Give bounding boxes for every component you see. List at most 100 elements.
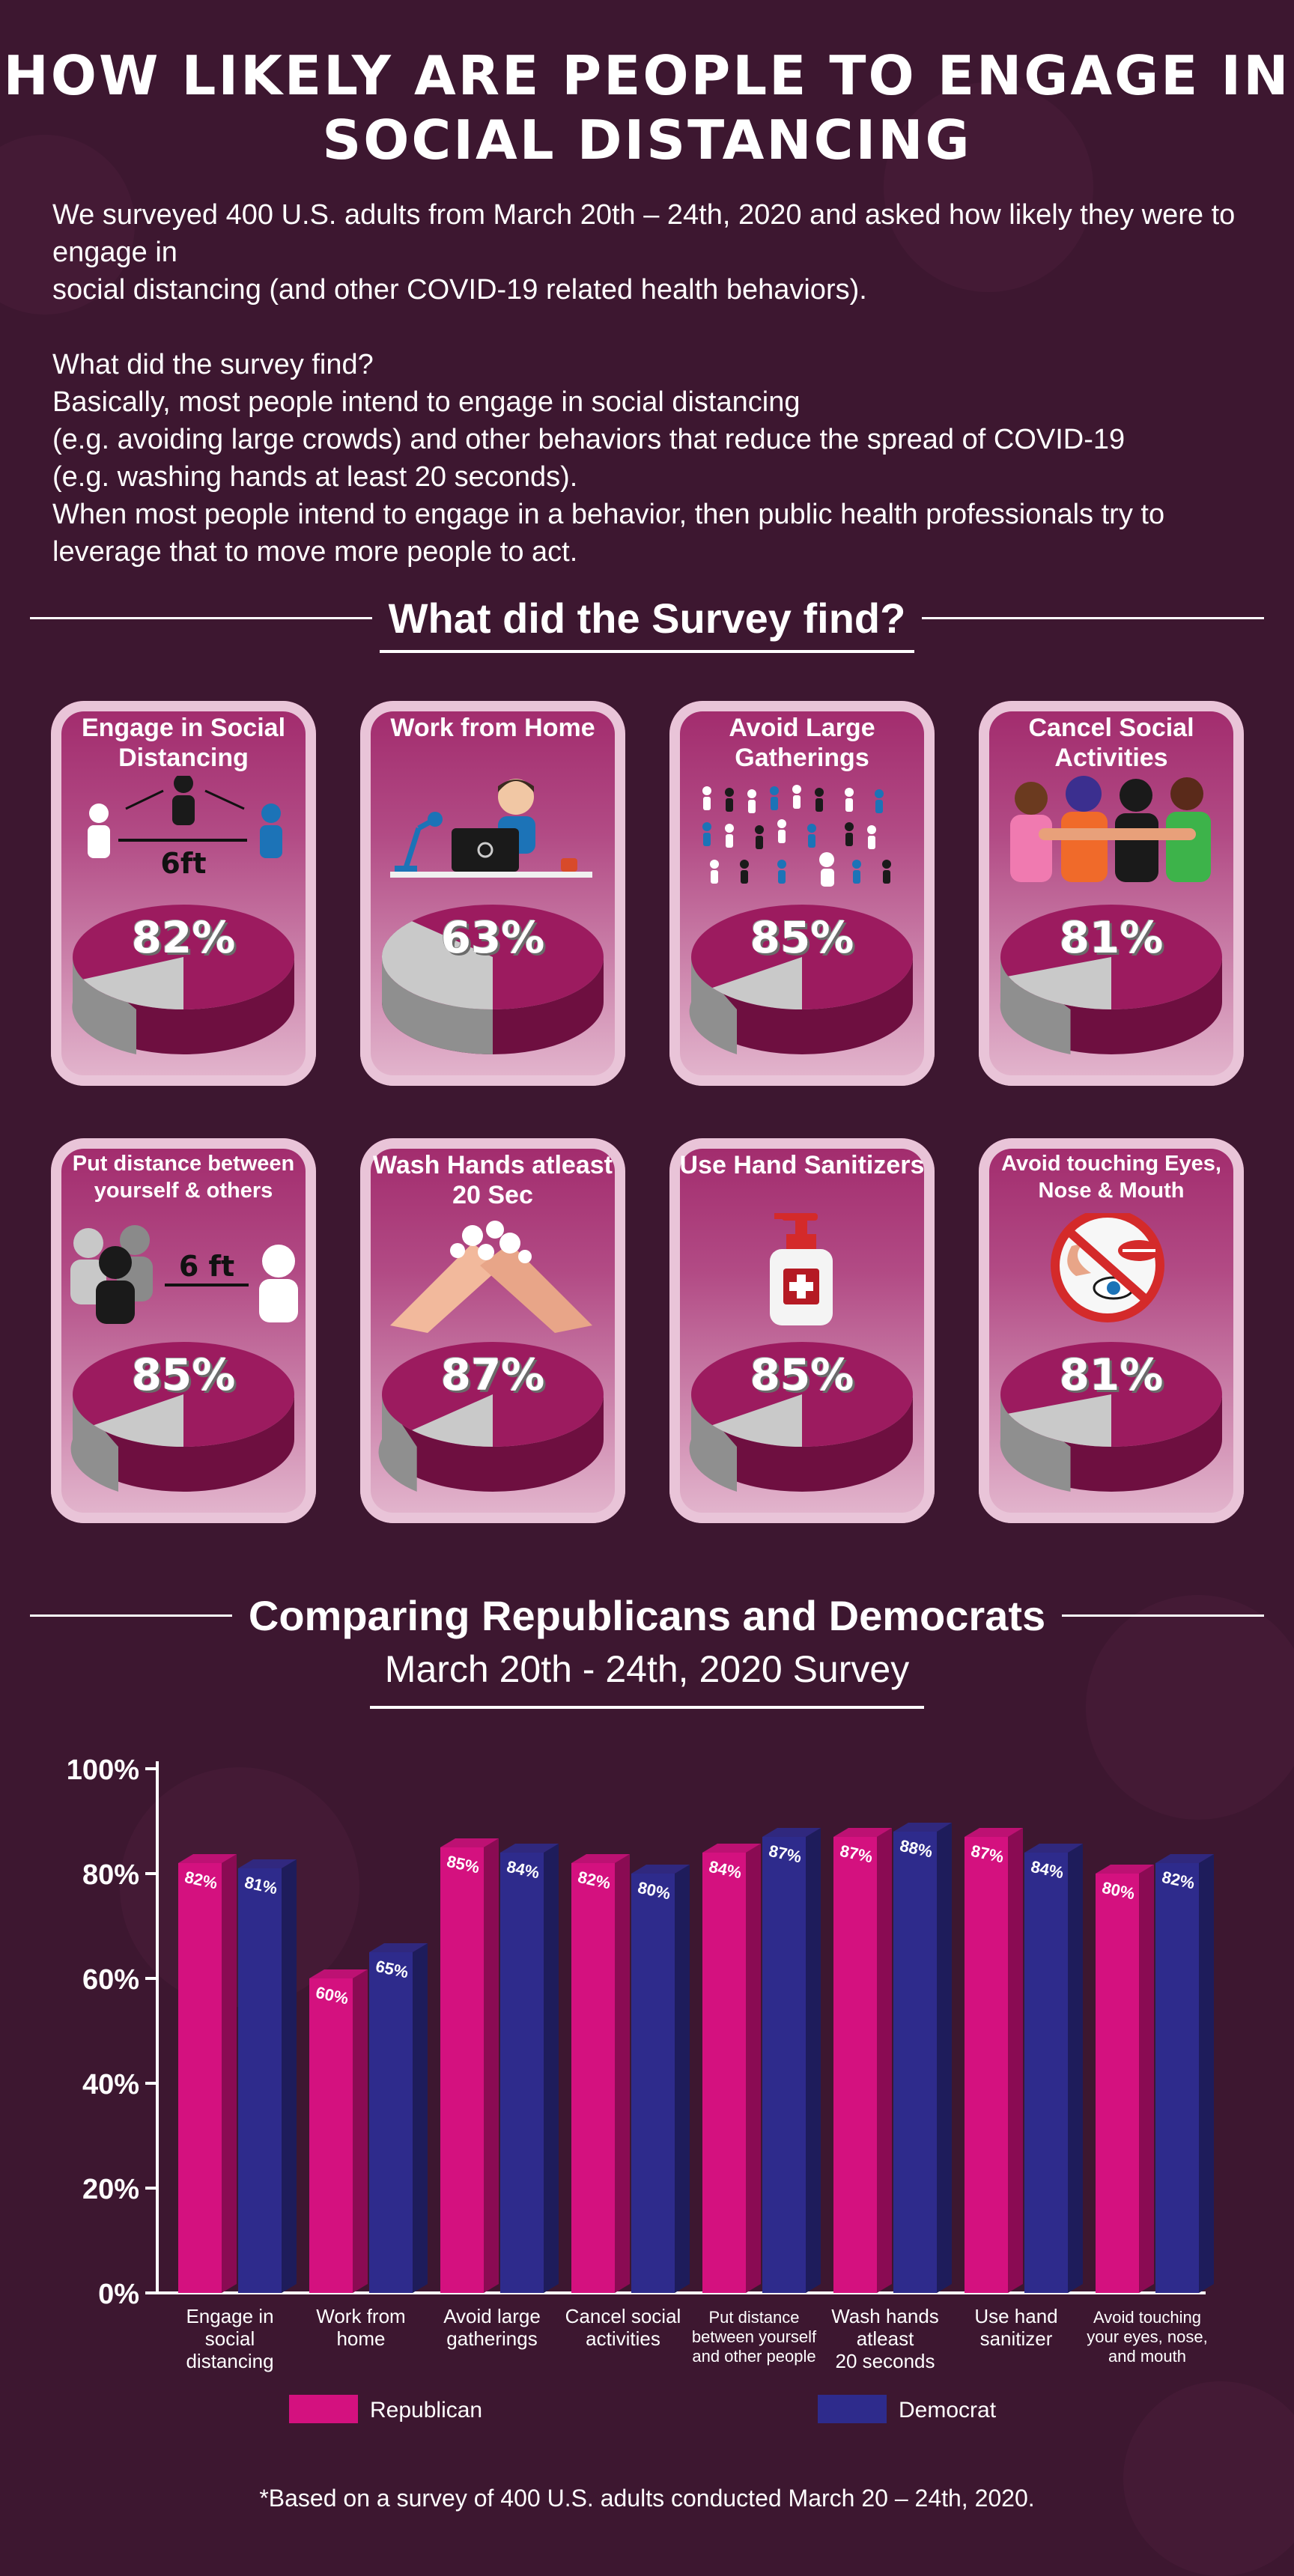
divider (370, 1706, 924, 1709)
percent-value: 81% (1059, 912, 1164, 963)
bar-front (571, 1863, 615, 2293)
section-heading-survey: What did the Survey find? (30, 584, 1264, 653)
bar-republican (178, 1854, 237, 2293)
card-label: Engage in Social Distancing (81, 714, 286, 772)
y-tick-label: 0% (98, 2279, 139, 2310)
chart-subtitle: March 20th - 24th, 2020 Survey (384, 1648, 910, 1690)
intro-line: (e.g. washing hands at least 20 seconds)… (52, 461, 578, 493)
y-tick-label: 80% (82, 1859, 139, 1891)
bar-democrat (631, 1865, 690, 2293)
bar-front (369, 1952, 413, 2293)
percent-value: 63% (440, 912, 545, 963)
bar-top (369, 1943, 428, 1952)
y-tick-label: 40% (82, 2069, 139, 2100)
percent-value: 87% (440, 1349, 545, 1400)
bar-side (282, 1859, 297, 2293)
intro-line: When most people intend to engage in a b… (52, 499, 1165, 568)
intro-line: What did the survey find? (52, 349, 374, 380)
pie-side-main (382, 1394, 604, 1492)
bar-top (440, 1838, 499, 1847)
pie-slice-rest (1008, 1394, 1111, 1447)
bar-side (484, 1838, 499, 2293)
card-label: Wash Hands atleast 20 Sec (373, 1151, 613, 1209)
section-heading-comparison: Comparing Republicans and Democrats (30, 1582, 1264, 1649)
no-touch-face-icon (1051, 1213, 1164, 1322)
pie-chart (1000, 1342, 1222, 1492)
bar-front (1155, 1863, 1199, 2293)
washing-hands-icon (390, 1221, 592, 1333)
stat-card-hand-sanitizer: Use Hand Sanitizers 85% (669, 1138, 935, 1523)
background-virus-decoration (884, 82, 1093, 292)
stat-card-wash-hands: Wash Hands atleast 20 Sec 87% (360, 1138, 625, 1523)
bar-republican (965, 1828, 1023, 2293)
bar-democrat (369, 1943, 428, 2293)
pie-chart (382, 905, 604, 1054)
bar-front (1024, 1853, 1068, 2293)
legend-label-democrat: Democrat (899, 2398, 997, 2422)
pie-slice-rest (382, 921, 493, 1009)
bar-democrat (762, 1828, 821, 2293)
bar-side (877, 1828, 892, 2293)
intro-line: social distancing (and other COVID-19 re… (52, 274, 867, 306)
percent-value: 81% (1059, 1349, 1164, 1400)
bar-side (222, 1854, 237, 2293)
bar-top (178, 1854, 237, 1863)
bar-side (1008, 1828, 1023, 2293)
bar-front (440, 1847, 484, 2293)
intro-line: We surveyed 400 U.S. adults from March 2… (52, 199, 1236, 268)
card-label: Put distance between yourself & others (72, 1152, 295, 1203)
pie-slice-rest (1008, 957, 1111, 1009)
pie-chart (689, 905, 913, 1054)
stat-card-cancel-activities: Cancel Social Activities 81% (979, 701, 1244, 1086)
bar-side (746, 1844, 761, 2293)
pie-slice-rest (712, 1394, 802, 1447)
bar-top (1155, 1854, 1214, 1863)
bar-side (1139, 1865, 1154, 2293)
bar-republican (571, 1854, 630, 2293)
bar-side (615, 1854, 630, 2293)
percent-value: 85% (131, 1349, 236, 1400)
pie-side-rest (378, 1394, 417, 1492)
bar-front (500, 1853, 544, 2293)
x-tick-label: Avoid touching your eyes, nose, and mouth (1087, 2308, 1207, 2366)
bar-top (1096, 1865, 1154, 1874)
bar-democrat (893, 1823, 952, 2293)
footnote: *Based on a survey of 400 U.S. adults co… (259, 2485, 1035, 2512)
crowd-icon (702, 785, 891, 887)
pie-side-main (73, 1394, 294, 1492)
people-distance-icon: 6 ft (70, 1225, 298, 1324)
legend-swatch-democrat (818, 2395, 887, 2423)
bar-side (1068, 1844, 1083, 2293)
bar-side (413, 1943, 428, 2293)
pie-side-main (691, 957, 913, 1054)
bar-front (238, 1868, 282, 2293)
bar-side (675, 1865, 690, 2293)
pie-slice-rest (83, 957, 183, 1009)
intro-text: We surveyed 400 U.S. adults from March 2… (52, 196, 1251, 571)
bar-front (833, 1837, 877, 2293)
pie-side-main (691, 1394, 913, 1492)
pie-chart (72, 905, 294, 1054)
bar-front (178, 1863, 222, 2293)
card-label: Cancel Social Activities (1028, 714, 1194, 772)
bar-side (353, 1969, 368, 2293)
card-label: Work from Home (390, 714, 595, 742)
bar-front (893, 1832, 937, 2293)
bar-top (762, 1828, 821, 1837)
legend-swatch-republican (289, 2395, 358, 2423)
bar-front (309, 1978, 353, 2293)
pie-chart (1000, 905, 1222, 1054)
y-tick-label: 60% (82, 1964, 139, 1996)
bar-top (631, 1865, 690, 1874)
pie-side-rest (689, 957, 738, 1054)
bar-side (806, 1828, 821, 2293)
distance-label: 6ft (160, 847, 206, 880)
friends-group-icon (1010, 776, 1211, 882)
bar-side (1199, 1854, 1214, 2293)
bar-front (762, 1837, 806, 2293)
bar-top (571, 1854, 630, 1863)
x-tick-label: Cancel social activities (565, 2305, 681, 2350)
x-tick-label: Avoid large gatherings (443, 2305, 541, 2350)
y-tick-label: 100% (67, 1755, 139, 1786)
bar-top (500, 1844, 559, 1853)
